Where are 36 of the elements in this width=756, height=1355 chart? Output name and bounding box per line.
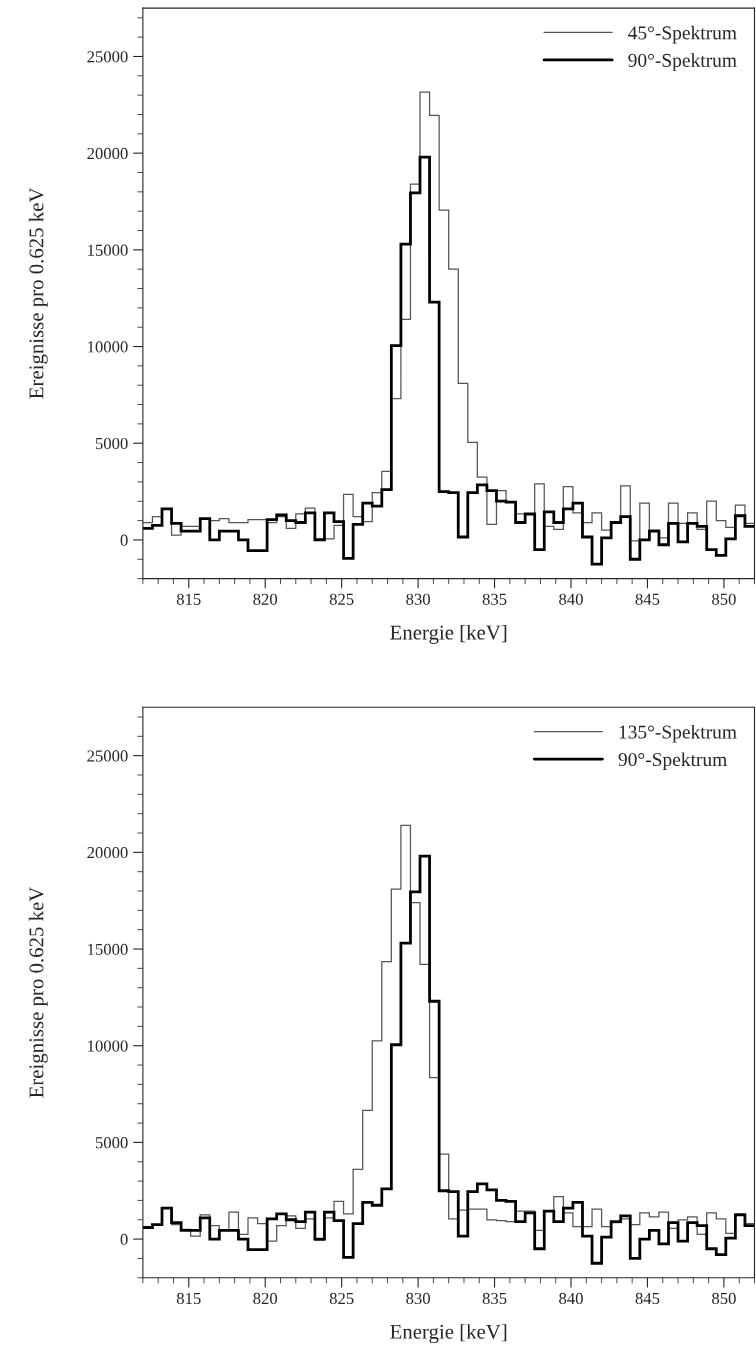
y-tick-label: 25000 xyxy=(87,51,128,63)
y-tick-label: 0 xyxy=(120,1233,128,1246)
x-tick-label: 850 xyxy=(712,593,736,605)
x-tick-label: 835 xyxy=(482,593,507,605)
x-tick-label: 835 xyxy=(482,1292,507,1305)
x-tick-label: 850 xyxy=(712,1292,736,1305)
y-axis-title: Ereignisse pro 0.625 keV xyxy=(28,886,48,1098)
y-tick-label: 15000 xyxy=(88,244,128,256)
x-tick-label: 815 xyxy=(176,593,201,605)
legend-label: 90°-Spektrum xyxy=(628,53,737,71)
x-tick-label: 840 xyxy=(559,1292,583,1305)
y-tick-label: 10000 xyxy=(88,341,128,353)
x-axis-title: Energie [keV] xyxy=(390,1324,507,1344)
legend-label: 135°-Spektrum xyxy=(619,724,737,743)
y-tick-label: 10000 xyxy=(88,1040,128,1052)
x-tick-label: 845 xyxy=(635,1292,660,1305)
x-axis-title: Energie [keV] xyxy=(390,624,507,644)
legend-label: 90°-Spektrum xyxy=(618,752,727,771)
x-tick-label: 825 xyxy=(329,1292,354,1305)
x-tick-label: 820 xyxy=(253,593,278,605)
x-tick-label: 815 xyxy=(176,1292,201,1305)
y-tick-label: 5000 xyxy=(95,437,128,450)
legend-label: 45°-Spektrum xyxy=(628,25,737,44)
y-tick-label: 25000 xyxy=(87,750,128,762)
y-axis-title: Ereignisse pro 0.625 keV xyxy=(28,187,48,399)
y-tick-label: 20000 xyxy=(87,847,128,859)
x-tick-label: 825 xyxy=(329,593,354,605)
x-tick-label: 830 xyxy=(406,1292,430,1305)
y-tick-label: 0 xyxy=(120,534,128,546)
y-tick-label: 5000 xyxy=(95,1137,128,1149)
x-tick-label: 830 xyxy=(406,593,430,605)
y-tick-label: 20000 xyxy=(87,147,128,160)
x-tick-label: 840 xyxy=(559,593,583,605)
x-tick-label: 845 xyxy=(635,593,660,605)
y-tick-label: 15000 xyxy=(88,943,128,955)
x-tick-label: 820 xyxy=(253,1292,278,1305)
